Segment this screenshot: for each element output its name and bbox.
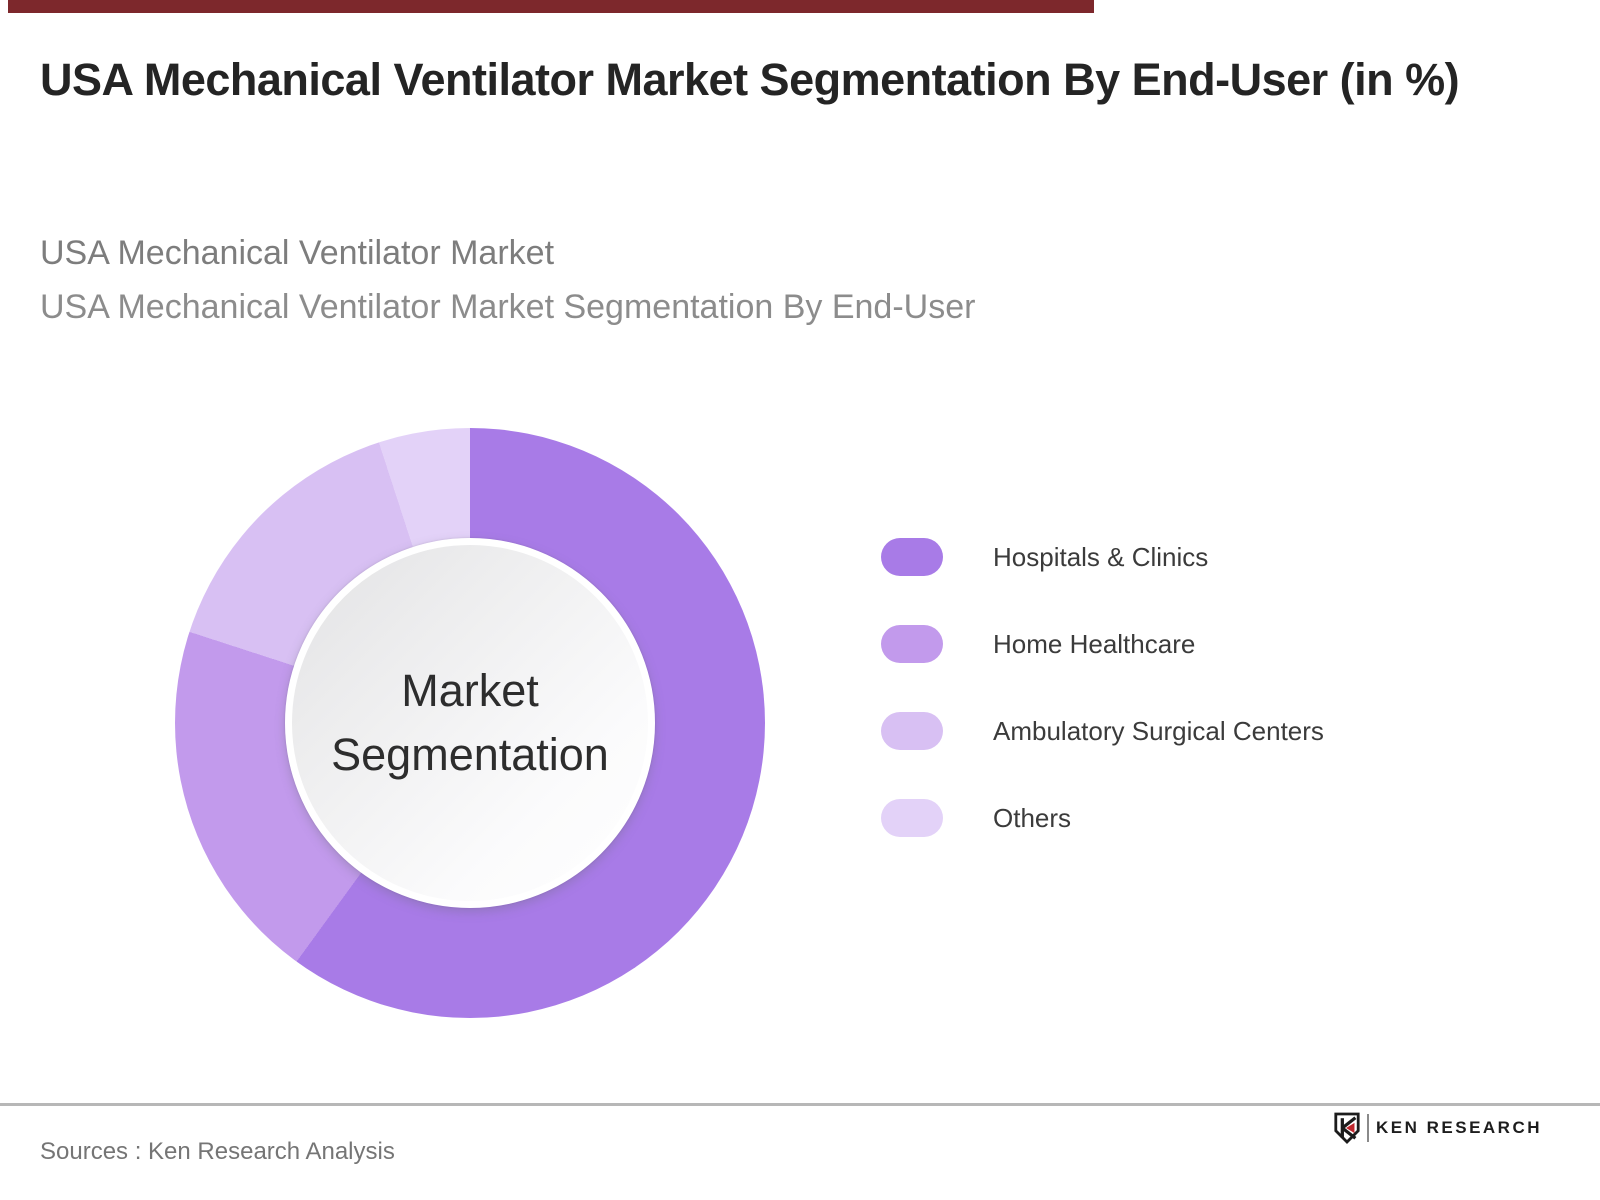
legend-item-others: Others xyxy=(881,799,1324,837)
logo-red-triangle xyxy=(1346,1122,1355,1134)
top-accent-bar xyxy=(8,0,1094,13)
ken-research-logo: KEN RESEARCH xyxy=(1333,1112,1542,1144)
logo-text: KEN RESEARCH xyxy=(1376,1118,1543,1137)
donut-chart: Market Segmentation xyxy=(175,428,765,1018)
legend-swatch xyxy=(881,799,943,837)
subtitle-market: USA Mechanical Ventilator Market xyxy=(40,234,555,272)
legend-item-hospitals-clinics: Hospitals & Clinics xyxy=(881,538,1324,576)
legend-label: Ambulatory Surgical Centers xyxy=(993,715,1324,746)
legend-label: Others xyxy=(993,802,1072,833)
legend-label: Home Healthcare xyxy=(993,628,1196,659)
legend-swatch xyxy=(881,625,943,663)
legend-swatch xyxy=(881,712,943,750)
legend-label: Hospitals & Clinics xyxy=(993,541,1209,572)
donut-center: Market Segmentation xyxy=(285,538,655,908)
legend-item-ambulatory-surgical-centers: Ambulatory Surgical Centers xyxy=(881,712,1324,750)
source-text: Sources : Ken Research Analysis xyxy=(40,1138,395,1165)
page-title: USA Mechanical Ventilator Market Segment… xyxy=(40,54,1460,105)
ken-research-emblem-icon xyxy=(1334,1112,1360,1144)
legend-item-home-healthcare: Home Healthcare xyxy=(881,625,1324,663)
logo-separator xyxy=(1367,1114,1369,1142)
subtitle-segmentation: USA Mechanical Ventilator Market Segment… xyxy=(40,288,976,326)
chart-legend: Hospitals & Clinics Home Healthcare Ambu… xyxy=(881,538,1324,837)
footer-divider xyxy=(0,1103,1600,1106)
donut-center-label: Market Segmentation xyxy=(331,665,609,780)
legend-swatch xyxy=(881,538,943,576)
